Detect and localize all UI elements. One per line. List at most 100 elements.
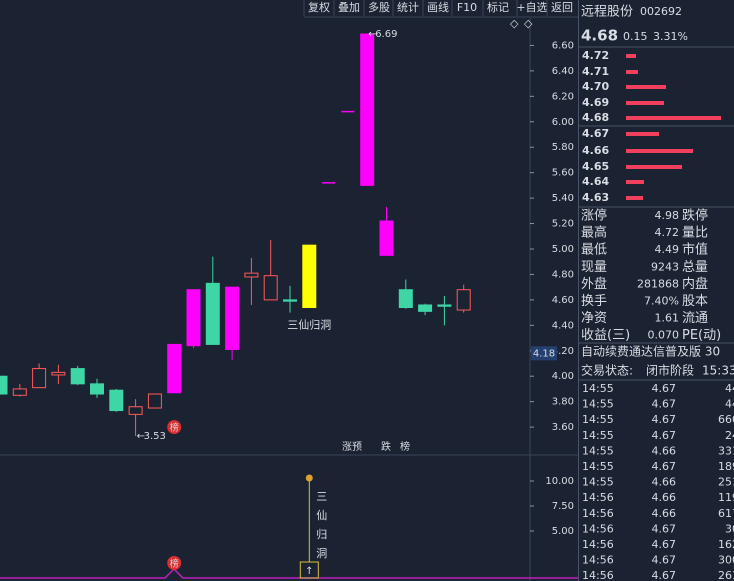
icon[interactable]: ◇ xyxy=(524,17,533,30)
stat-label: 现量 xyxy=(581,260,607,275)
stat-label: 市值 xyxy=(682,242,708,258)
trade-price: 4.66 xyxy=(652,491,677,504)
icon[interactable]: ◇ xyxy=(510,17,519,30)
trade-volume: 162 xyxy=(718,538,734,551)
stock-code: 002692 xyxy=(640,5,682,18)
candle-body xyxy=(379,220,394,256)
y-tick-label: 4.60 xyxy=(552,295,574,306)
trade-price: 4.67 xyxy=(652,382,677,395)
stat-value: 7.40% xyxy=(644,295,679,308)
toolbar-button[interactable]: 复权 xyxy=(308,0,330,14)
trade-price: 4.66 xyxy=(652,507,677,520)
candle-body xyxy=(398,289,413,309)
stat-label: 量比 xyxy=(682,226,708,241)
book-bar xyxy=(626,116,721,120)
stat-value: 4.72 xyxy=(655,226,680,239)
stat-value: 1.61 xyxy=(655,312,680,325)
y-tick-label: 5.40 xyxy=(552,193,574,204)
book-price: 4.69 xyxy=(582,96,609,109)
candle-body xyxy=(147,393,162,409)
y-tick-label: 5.20 xyxy=(552,219,574,230)
price-marker: 4.18 xyxy=(533,348,555,359)
trade-volume: 119 xyxy=(718,491,734,504)
toolbar-button[interactable]: 返回 xyxy=(551,1,573,14)
book-bar xyxy=(626,196,643,200)
trade-time: 14:55 xyxy=(582,429,614,442)
trade-time: 14:55 xyxy=(582,444,614,457)
y-tick-label: 6.20 xyxy=(552,91,574,102)
price-annotation: 6.69 xyxy=(375,29,397,40)
y-tick-label: 5.00 xyxy=(552,526,574,537)
badge xyxy=(167,420,182,435)
book-bar xyxy=(626,132,659,136)
book-price: 4.68 xyxy=(582,111,609,124)
stock-name: 远程股份 xyxy=(581,5,633,20)
trade-volume: 24 xyxy=(725,429,734,442)
book-bar xyxy=(626,165,682,169)
y-tick-label: 3.80 xyxy=(552,397,574,408)
stat-label: 收益(三) xyxy=(581,328,630,343)
toolbar-button[interactable]: F10 xyxy=(457,1,477,14)
stat-label: 涨停 xyxy=(581,208,607,224)
y-tick-label: 6.60 xyxy=(552,40,574,51)
candle-body xyxy=(302,244,317,309)
candle-body xyxy=(437,304,452,307)
trade-volume: 617 xyxy=(718,507,734,520)
toolbar-button[interactable]: +自选 xyxy=(516,1,547,14)
candle-body xyxy=(456,289,471,311)
stat-label: 净资 xyxy=(581,311,607,326)
arrow: ← xyxy=(137,431,145,442)
status-time: 15:33 xyxy=(702,364,734,378)
pct: 3.31% xyxy=(653,30,688,43)
trade-volume: 660 xyxy=(718,413,734,426)
badge-label: 榜 xyxy=(170,422,179,434)
trade-time: 14:56 xyxy=(582,491,614,504)
y-tick-label: 4.80 xyxy=(552,269,574,280)
book-bar xyxy=(626,85,666,89)
trade-time: 14:56 xyxy=(582,522,614,535)
trade-time: 14:55 xyxy=(582,476,614,489)
trade-time: 14:55 xyxy=(582,398,614,411)
trade-price: 4.67 xyxy=(652,460,677,473)
candle-body xyxy=(0,375,8,395)
book-price: 4.66 xyxy=(582,144,609,157)
y-tick-label: 6.40 xyxy=(552,66,574,77)
book-price: 4.63 xyxy=(582,191,609,204)
toolbar-button[interactable]: 统计 xyxy=(397,1,419,14)
y-tick-label: 4.20 xyxy=(552,346,574,357)
stat-label: 跌停 xyxy=(682,208,708,224)
signal-arrow: ↑ xyxy=(305,566,313,577)
badge-label: 榜 xyxy=(170,558,179,570)
y-tick-label: 10.00 xyxy=(545,476,574,487)
pattern-label: 三仙归洞 xyxy=(287,317,331,331)
badge xyxy=(167,556,182,570)
stat-label: PE(动) xyxy=(682,328,721,343)
book-bar xyxy=(626,101,664,105)
change: 0.15 xyxy=(623,30,648,43)
trade-price: 4.67 xyxy=(652,398,677,411)
stat-value: 281868 xyxy=(637,277,679,290)
stat-label: 换手 xyxy=(581,294,607,309)
stat-label: 最高 xyxy=(581,225,607,241)
stat-label: 外盘 xyxy=(581,276,607,292)
book-bar xyxy=(626,70,638,74)
candle-body xyxy=(186,289,201,347)
trade-price: 4.67 xyxy=(652,429,677,442)
y-tick-label: 4.40 xyxy=(552,320,574,331)
toolbar-button[interactable]: 标记 xyxy=(487,0,509,14)
flag: 跌 xyxy=(381,440,391,453)
trade-price: 4.67 xyxy=(652,522,677,535)
y-tick-label: 5.00 xyxy=(552,244,574,255)
trade-time: 14:55 xyxy=(582,382,614,395)
book-bar xyxy=(626,180,644,184)
stat-label: 股本 xyxy=(682,294,708,309)
trade-price: 4.67 xyxy=(652,569,677,581)
toolbar-button[interactable]: 画线 xyxy=(427,0,449,14)
trade-volume: 44 xyxy=(725,382,734,395)
toolbar-button[interactable]: 多股 xyxy=(368,0,390,14)
toolbar-button[interactable]: 叠加 xyxy=(338,1,360,14)
trade-volume: 300 xyxy=(718,554,734,567)
candle-body xyxy=(167,343,182,394)
